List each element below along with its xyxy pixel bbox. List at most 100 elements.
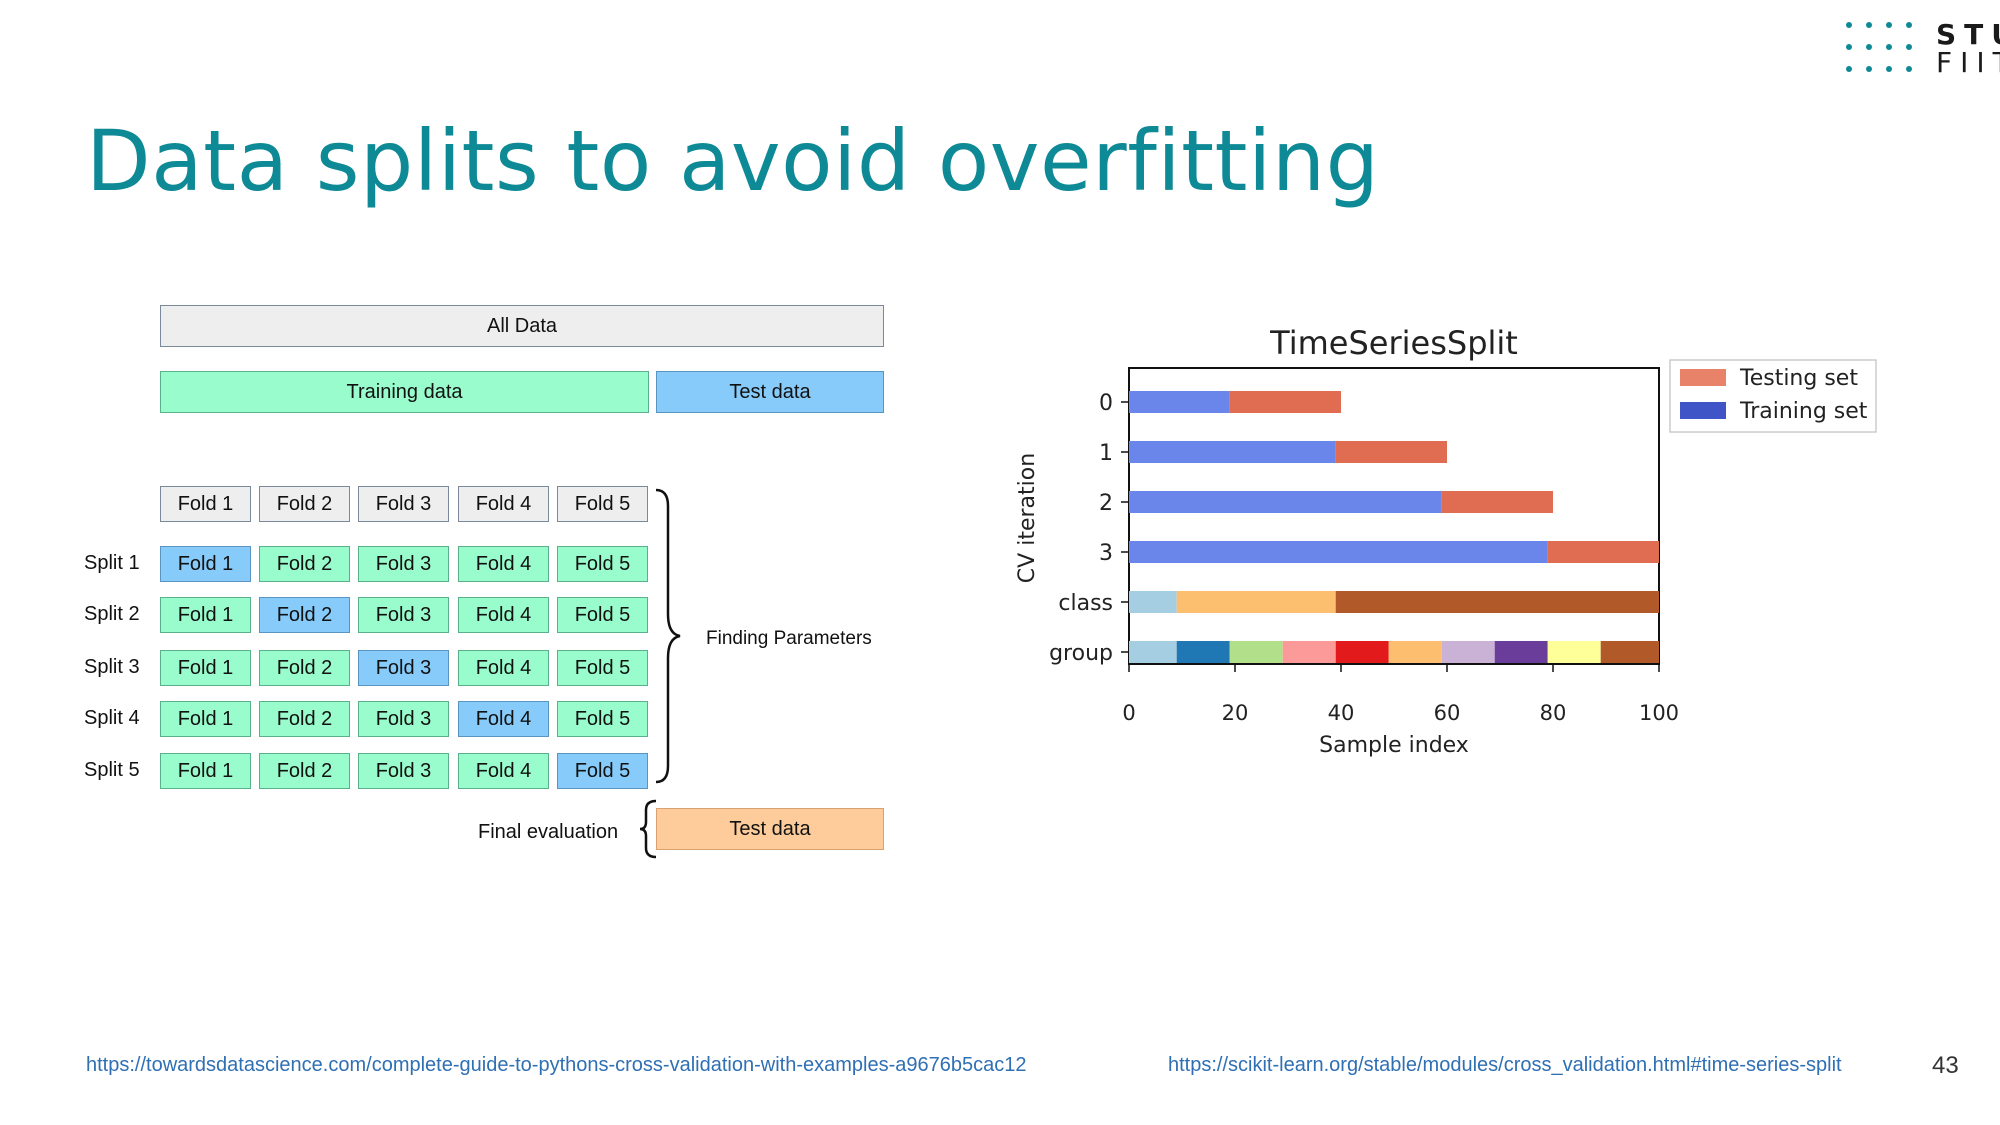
- fold-label: Fold 4: [475, 656, 532, 679]
- fold-label: Fold 3: [375, 656, 432, 679]
- split-label-2: Split 2: [84, 603, 140, 625]
- split-1-fold-4: Fold 4: [458, 546, 549, 582]
- stu-fiit-logo: STU FIIT: [1846, 18, 2000, 79]
- split-label-1: Split 1: [84, 552, 140, 574]
- final-evaluation-label: Final evaluation: [478, 821, 619, 843]
- split-4-fold-5: Fold 5: [557, 701, 648, 737]
- fold-label: Fold 4: [475, 759, 532, 782]
- fold-label: Fold 4: [475, 707, 532, 730]
- fold-label: Fold 5: [574, 603, 631, 626]
- split-3-fold-1: Fold 1: [160, 650, 251, 686]
- y-tick-label: 2: [1099, 491, 1113, 516]
- split-1-fold-1: Fold 1: [160, 546, 251, 582]
- final-test-data-label: Test data: [729, 817, 811, 840]
- group-segment-7: [1494, 641, 1548, 663]
- group-segment-9: [1600, 641, 1659, 663]
- split-4-fold-4: Fold 4: [458, 701, 549, 737]
- split-2-fold-1: Fold 1: [160, 597, 251, 633]
- header-fold-3: Fold 3: [358, 486, 449, 522]
- fold-label: Fold 3: [375, 603, 432, 626]
- legend-label-1: Training set: [1739, 399, 1868, 424]
- group-segment-6: [1441, 641, 1495, 663]
- group-segment-1: [1176, 641, 1230, 663]
- x-tick-label: 100: [1639, 701, 1679, 725]
- fold-label: Fold 2: [276, 759, 333, 782]
- fold-label: Fold 2: [276, 603, 333, 626]
- all-data-label: All Data: [486, 314, 558, 337]
- y-tick-label: group: [1049, 641, 1113, 666]
- testing-bar-2: [1441, 491, 1553, 513]
- test-data-box: Test data: [656, 371, 884, 413]
- y-tick-label: class: [1058, 591, 1113, 616]
- training-bar-3: [1129, 541, 1548, 563]
- fold-label: Fold 1: [177, 707, 234, 730]
- slide-title: Data splits to avoid overfitting: [86, 112, 1380, 210]
- fold-label: Fold 3: [375, 492, 432, 515]
- chart-title: TimeSeriesSplit: [1269, 324, 1518, 362]
- fold-label: Fold 2: [276, 656, 333, 679]
- y-tick-label: 3: [1099, 541, 1113, 566]
- split-3-fold-3: Fold 3: [358, 650, 449, 686]
- fold-label: Fold 2: [276, 707, 333, 730]
- fold-label: Fold 1: [177, 492, 234, 515]
- fold-label: Fold 5: [574, 759, 631, 782]
- fold-label: Fold 5: [574, 656, 631, 679]
- class-segment-2: [1335, 591, 1659, 613]
- fold-label: Fold 5: [574, 492, 631, 515]
- x-tick-label: 0: [1122, 701, 1135, 725]
- fold-label: Fold 4: [475, 603, 532, 626]
- split-2-fold-2: Fold 2: [259, 597, 350, 633]
- training-bar-1: [1129, 441, 1336, 463]
- x-tick-label: 40: [1328, 701, 1355, 725]
- split-4-fold-1: Fold 1: [160, 701, 251, 737]
- header-fold-4: Fold 4: [458, 486, 549, 522]
- testing-bar-3: [1547, 541, 1659, 563]
- group-segment-8: [1547, 641, 1601, 663]
- x-axis-label: Sample index: [1319, 733, 1469, 758]
- fold-label: Fold 1: [177, 759, 234, 782]
- split-2-fold-4: Fold 4: [458, 597, 549, 633]
- split-3-fold-2: Fold 2: [259, 650, 350, 686]
- fold-label: Fold 5: [574, 552, 631, 575]
- page-number: 43: [1932, 1052, 1959, 1079]
- fold-label: Fold 3: [375, 707, 432, 730]
- split-label-5: Split 5: [84, 759, 140, 781]
- split-3-fold-4: Fold 4: [458, 650, 549, 686]
- testing-bar-1: [1335, 441, 1447, 463]
- training-data-box: Training data: [160, 371, 649, 413]
- legend-swatch-0: [1680, 369, 1726, 386]
- split-1-fold-2: Fold 2: [259, 546, 350, 582]
- all-data-box: All Data: [160, 305, 884, 347]
- split-2-fold-3: Fold 3: [358, 597, 449, 633]
- logo-text-fiit: FIIT: [1936, 46, 2000, 79]
- split-5-fold-4: Fold 4: [458, 753, 549, 789]
- fold-label: Fold 1: [177, 603, 234, 626]
- split-1-fold-5: Fold 5: [557, 546, 648, 582]
- source-link-scikit-learn[interactable]: https://scikit-learn.org/stable/modules/…: [1168, 1054, 1842, 1076]
- group-segment-3: [1282, 641, 1336, 663]
- finding-parameters-brace: [655, 488, 681, 784]
- x-tick-label: 60: [1434, 701, 1461, 725]
- y-tick-label: 1: [1099, 441, 1113, 466]
- test-data-label: Test data: [729, 380, 811, 403]
- split-label-4: Split 4: [84, 707, 140, 729]
- fold-label: Fold 3: [375, 759, 432, 782]
- class-segment-1: [1176, 591, 1336, 613]
- legend-label-0: Testing set: [1739, 366, 1858, 391]
- group-segment-2: [1229, 641, 1283, 663]
- finding-parameters-label: Finding Parameters: [706, 628, 872, 649]
- header-fold-1: Fold 1: [160, 486, 251, 522]
- training-bar-0: [1129, 391, 1230, 413]
- plot-area-frame: [1128, 367, 1660, 665]
- split-4-fold-2: Fold 2: [259, 701, 350, 737]
- logo-text-stu: STU: [1936, 18, 2000, 51]
- y-tick-label: 0: [1099, 391, 1113, 416]
- split-4-fold-3: Fold 3: [358, 701, 449, 737]
- group-segment-0: [1129, 641, 1177, 663]
- split-1-fold-3: Fold 3: [358, 546, 449, 582]
- header-fold-2: Fold 2: [259, 486, 350, 522]
- group-segment-4: [1335, 641, 1389, 663]
- fold-label: Fold 4: [475, 552, 532, 575]
- source-link-towardsdatascience[interactable]: https://towardsdatascience.com/complete-…: [86, 1054, 1027, 1076]
